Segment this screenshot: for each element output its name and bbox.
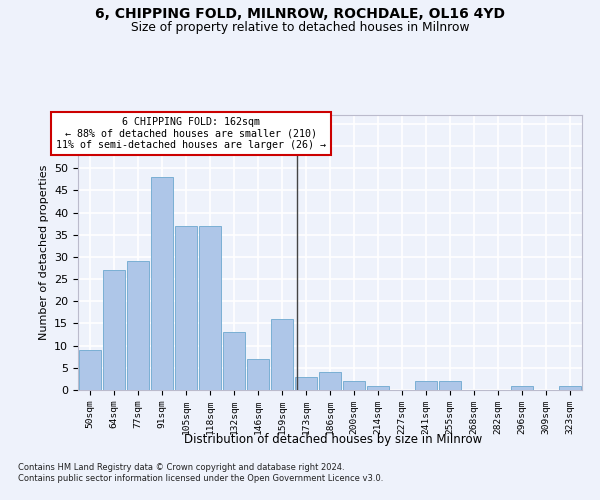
Bar — [223, 332, 245, 390]
Bar — [199, 226, 221, 390]
Bar — [367, 386, 389, 390]
Bar — [247, 359, 269, 390]
Bar — [271, 319, 293, 390]
Text: Contains HM Land Registry data © Crown copyright and database right 2024.: Contains HM Land Registry data © Crown c… — [18, 462, 344, 471]
Bar — [511, 386, 533, 390]
Bar — [103, 270, 125, 390]
Bar — [151, 177, 173, 390]
Text: Contains public sector information licensed under the Open Government Licence v3: Contains public sector information licen… — [18, 474, 383, 483]
Bar — [175, 226, 197, 390]
Text: 6, CHIPPING FOLD, MILNROW, ROCHDALE, OL16 4YD: 6, CHIPPING FOLD, MILNROW, ROCHDALE, OL1… — [95, 8, 505, 22]
Bar — [295, 376, 317, 390]
Text: Distribution of detached houses by size in Milnrow: Distribution of detached houses by size … — [184, 432, 482, 446]
Bar — [319, 372, 341, 390]
Y-axis label: Number of detached properties: Number of detached properties — [38, 165, 49, 340]
Bar — [127, 262, 149, 390]
Bar — [343, 381, 365, 390]
Bar — [559, 386, 581, 390]
Bar — [79, 350, 101, 390]
Bar — [439, 381, 461, 390]
Text: 6 CHIPPING FOLD: 162sqm
← 88% of detached houses are smaller (210)
11% of semi-d: 6 CHIPPING FOLD: 162sqm ← 88% of detache… — [56, 117, 326, 150]
Bar — [415, 381, 437, 390]
Text: Size of property relative to detached houses in Milnrow: Size of property relative to detached ho… — [131, 21, 469, 34]
